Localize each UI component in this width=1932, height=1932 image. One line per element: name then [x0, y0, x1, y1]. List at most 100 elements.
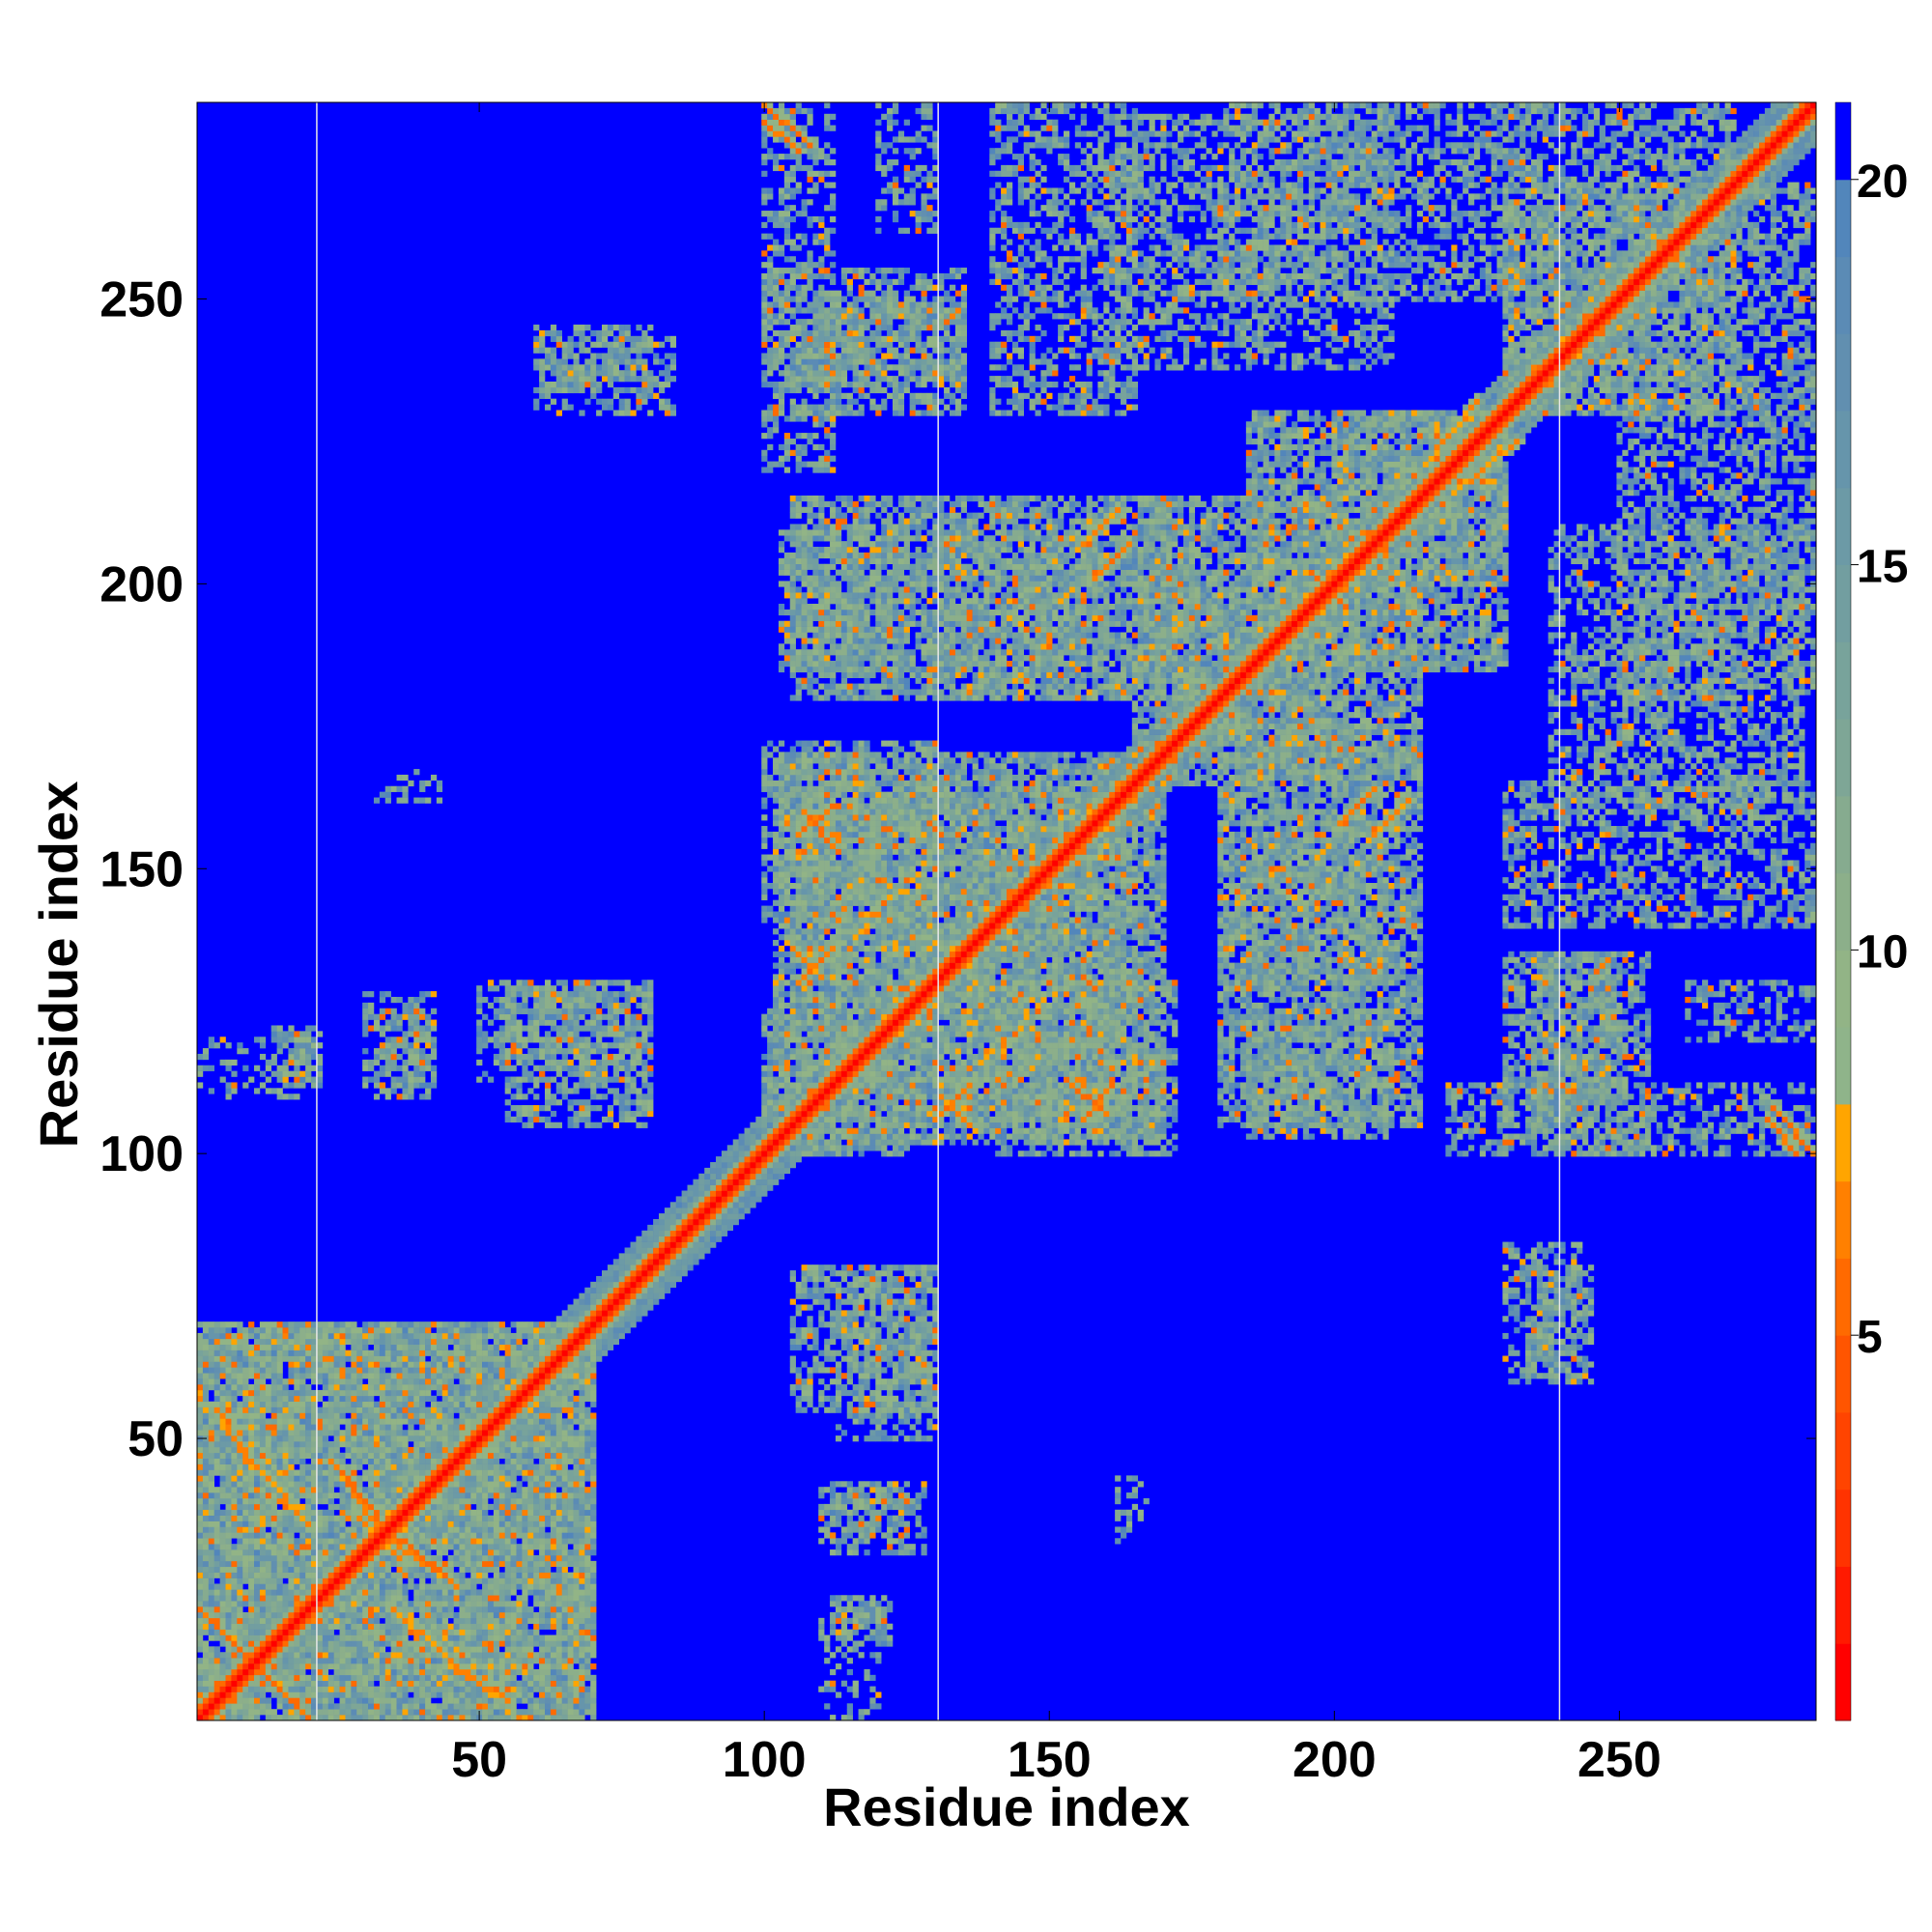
heatmap-cell	[465, 1526, 471, 1533]
heatmap-cell	[470, 1441, 477, 1448]
heatmap-cell	[327, 1629, 334, 1635]
heatmap-cell	[282, 1430, 289, 1436]
heatmap-cell	[539, 1446, 546, 1454]
heatmap-cell	[213, 1629, 220, 1635]
heatmap-cell	[527, 1629, 534, 1635]
heatmap-cell	[539, 1606, 546, 1613]
heatmap-cell	[265, 1589, 272, 1596]
heatmap-cell	[465, 1583, 471, 1590]
heatmap-cell	[322, 1554, 329, 1562]
heatmap-cell	[430, 1378, 438, 1385]
heatmap-cell	[1577, 1378, 1583, 1385]
heatmap-cell	[561, 1703, 568, 1710]
heatmap-cell	[225, 1446, 232, 1454]
heatmap-cell	[801, 1378, 808, 1385]
heatmap-cell	[555, 1526, 562, 1533]
heatmap-cell	[311, 1611, 318, 1619]
heatmap-cell	[379, 1595, 386, 1602]
heatmap-cell	[830, 1611, 837, 1619]
heatmap-cell	[504, 1463, 511, 1470]
heatmap-cell	[202, 1406, 210, 1413]
heatmap-cell	[498, 1703, 505, 1710]
heatmap-cell	[413, 1697, 420, 1704]
heatmap-cell	[197, 1481, 204, 1488]
heatmap-cell	[504, 1715, 511, 1721]
heatmap-cell	[550, 1475, 557, 1482]
heatmap-cell	[539, 1601, 546, 1607]
heatmap-cell	[482, 1492, 489, 1499]
heatmap-cell	[555, 1389, 562, 1397]
heatmap-cell	[544, 1418, 552, 1425]
heatmap-cell	[248, 1515, 255, 1521]
heatmap-cell	[522, 1373, 528, 1379]
heatmap-cell	[390, 1674, 397, 1682]
heatmap-cell	[573, 1412, 580, 1419]
heatmap-cell	[903, 1526, 910, 1533]
heatmap-cell	[482, 1595, 489, 1602]
heatmap-cell	[482, 1395, 489, 1403]
heatmap-cell	[487, 1520, 495, 1527]
heatmap-cell	[447, 1697, 454, 1704]
heatmap-cell	[858, 1389, 865, 1397]
heatmap-cell	[493, 1544, 500, 1550]
heatmap-cell	[408, 1601, 414, 1607]
heatmap-cell	[881, 1487, 888, 1493]
heatmap-cell	[345, 1378, 352, 1385]
heatmap-cell	[396, 1697, 403, 1704]
heatmap-cell	[202, 1691, 210, 1698]
heatmap-cell	[413, 1430, 420, 1436]
heatmap-cell	[288, 1680, 295, 1687]
heatmap-cell	[840, 1373, 848, 1379]
heatmap-cell	[333, 1395, 340, 1403]
heatmap-cell	[356, 1538, 363, 1545]
heatmap-cell	[550, 1674, 557, 1682]
heatmap-cell	[288, 1446, 295, 1454]
heatmap-cell	[419, 1560, 426, 1568]
heatmap-cell	[864, 1509, 870, 1516]
heatmap-cell	[351, 1634, 357, 1641]
heatmap-cell	[510, 1361, 517, 1368]
heatmap-cell	[379, 1469, 386, 1476]
heatmap-cell	[362, 1623, 369, 1630]
heatmap-cell	[259, 1652, 267, 1659]
heatmap-cell	[840, 1532, 848, 1539]
heatmap-cell	[356, 1406, 363, 1413]
heatmap-cell	[276, 1691, 283, 1698]
heatmap-cell	[225, 1652, 232, 1659]
heatmap-cell	[265, 1481, 272, 1488]
heatmap-cell	[384, 1560, 391, 1568]
heatmap-cell	[498, 1441, 505, 1448]
heatmap-cell	[493, 1395, 500, 1403]
heatmap-cell	[294, 1544, 300, 1550]
heatmap-cell	[436, 1668, 443, 1676]
heatmap-cell	[482, 1418, 489, 1425]
heatmap-cell	[237, 1412, 243, 1419]
heatmap-cell	[550, 1595, 557, 1602]
heatmap-cell	[584, 1549, 591, 1556]
heatmap-cell	[242, 1355, 249, 1362]
heatmap-cell	[237, 1544, 243, 1550]
heatmap-cell	[441, 1515, 448, 1521]
heatmap-cell	[1125, 1520, 1133, 1527]
heatmap-cell	[430, 1611, 438, 1619]
heatmap-cell	[425, 1658, 432, 1664]
heatmap-cell	[390, 1458, 397, 1464]
heatmap-cell	[265, 1583, 272, 1590]
heatmap-cell	[875, 1481, 882, 1488]
heatmap-cell	[413, 1361, 420, 1368]
heatmap-cell	[339, 1554, 346, 1562]
heatmap-cell	[573, 1611, 580, 1619]
heatmap-cell	[476, 1492, 483, 1499]
heatmap-cell	[430, 1469, 438, 1476]
heatmap-cell	[470, 1703, 477, 1710]
heatmap-cell	[305, 1663, 312, 1670]
heatmap-cell	[197, 1646, 204, 1653]
heatmap-cell	[869, 1601, 876, 1607]
heatmap-cell	[270, 1674, 277, 1682]
heatmap-cell	[242, 1503, 249, 1511]
heatmap-cell	[425, 1697, 432, 1704]
heatmap-cell	[539, 1373, 546, 1379]
heatmap-cell	[402, 1418, 409, 1425]
heatmap-cell	[276, 1355, 283, 1362]
heatmap-cell	[476, 1401, 483, 1407]
